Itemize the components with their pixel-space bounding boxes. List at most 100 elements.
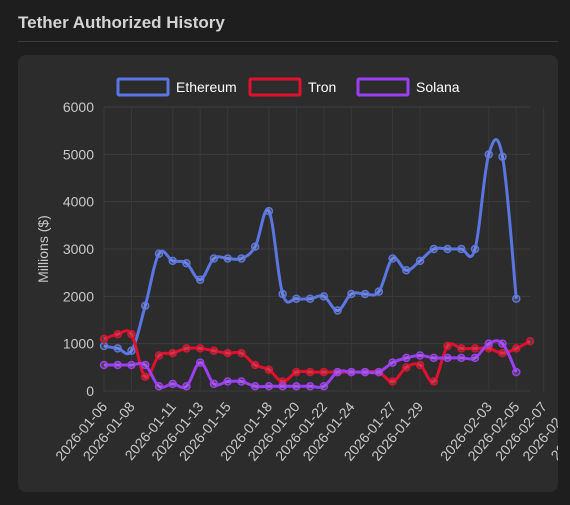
data-point-ethereum <box>223 254 232 263</box>
y-tick-label: 5000 <box>63 146 94 162</box>
legend-label-tron: Tron <box>308 79 336 95</box>
data-point-solana <box>429 353 439 363</box>
data-point-solana <box>388 358 397 367</box>
data-point-solana <box>140 360 150 370</box>
data-point-ethereum <box>484 150 494 159</box>
data-point-tron <box>305 367 315 377</box>
data-point-ethereum <box>374 287 384 296</box>
data-point-ethereum <box>140 301 150 311</box>
data-point-solana <box>182 382 191 391</box>
legend-swatch-tron <box>248 77 302 97</box>
y-tick-label: 1000 <box>63 336 94 352</box>
legend-swatch-solana <box>356 77 410 97</box>
y-axis-label: Millions ($) <box>35 215 51 283</box>
data-point-solana <box>292 382 301 391</box>
data-point-tron <box>127 329 136 339</box>
data-point-solana <box>457 353 466 363</box>
data-point-tron <box>457 344 466 353</box>
data-point-tron <box>168 348 177 358</box>
data-point-solana <box>154 382 164 391</box>
data-point-solana <box>237 377 246 386</box>
data-point-tron <box>319 367 329 377</box>
data-point-tron <box>512 344 521 353</box>
data-point-solana <box>223 377 232 386</box>
data-point-ethereum <box>429 244 439 254</box>
data-point-ethereum <box>319 292 329 301</box>
chart-card: 0 1000 2000 3000 4000 5000 6000 Millions ($) 202… <box>18 55 558 492</box>
data-point-ethereum <box>264 206 274 216</box>
data-point-tron <box>415 360 425 370</box>
data-point-solana <box>168 379 177 389</box>
data-point-solana <box>484 339 494 348</box>
data-point-ethereum <box>305 294 315 303</box>
data-point-solana <box>402 353 411 363</box>
data-point-solana <box>333 367 342 377</box>
data-point-tron <box>264 365 274 374</box>
data-point-ethereum <box>333 306 342 315</box>
data-point-solana <box>374 367 384 377</box>
data-point-tron <box>498 348 507 358</box>
data-point-solana <box>512 367 521 377</box>
data-point-tron <box>223 348 232 358</box>
data-point-solana <box>250 382 260 391</box>
data-point-ethereum <box>278 289 287 299</box>
y-tick-label: 6000 <box>63 99 94 115</box>
data-point-tron <box>402 363 411 372</box>
data-point-ethereum <box>470 244 480 254</box>
series-line-tron <box>103 329 531 384</box>
data-point-tron <box>113 329 122 339</box>
data-point-solana <box>319 382 329 391</box>
data-point-ethereum <box>209 254 219 263</box>
data-point-ethereum <box>99 341 109 351</box>
data-point-ethereum <box>154 249 164 258</box>
data-point-solana <box>99 360 109 370</box>
legend-label-ethereum: Ethereum <box>176 79 237 95</box>
data-point-solana <box>470 353 480 363</box>
data-point-ethereum <box>195 275 205 285</box>
y-tick-label: 3000 <box>63 241 94 257</box>
data-point-tron <box>292 367 301 377</box>
data-point-solana <box>443 353 452 363</box>
data-point-ethereum <box>250 242 260 251</box>
data-point-solana <box>278 382 287 391</box>
data-point-ethereum <box>237 254 246 263</box>
data-point-tron <box>237 348 246 358</box>
y-tick-label: 0 <box>86 383 94 399</box>
header-divider <box>18 41 558 42</box>
series-line-ethereum <box>103 138 518 356</box>
data-point-ethereum <box>168 256 177 266</box>
data-point-solana <box>360 367 370 377</box>
data-point-ethereum <box>415 256 425 266</box>
data-point-ethereum <box>360 289 370 299</box>
data-point-solana <box>264 382 274 391</box>
data-point-ethereum <box>512 294 521 303</box>
data-point-tron <box>429 377 439 386</box>
data-point-tron <box>99 334 109 344</box>
legend-swatch-ethereum <box>116 77 170 97</box>
data-point-ethereum <box>113 344 122 353</box>
data-point-tron <box>388 377 397 386</box>
data-point-ethereum <box>498 152 507 161</box>
data-point-tron <box>209 346 219 356</box>
data-point-tron <box>195 344 205 353</box>
data-point-tron <box>525 337 535 346</box>
data-point-ethereum <box>457 244 466 254</box>
data-point-ethereum <box>402 266 411 275</box>
data-point-solana <box>347 367 356 377</box>
data-point-solana <box>127 360 136 370</box>
y-tick-label: 2000 <box>63 288 94 304</box>
data-point-solana <box>498 339 507 348</box>
series-line-solana <box>103 339 518 389</box>
data-point-ethereum <box>182 258 191 268</box>
data-point-ethereum <box>292 294 301 303</box>
data-point-ethereum <box>388 254 397 263</box>
data-point-ethereum <box>443 244 452 254</box>
data-point-tron <box>182 344 191 353</box>
page-title: Tether Authorized History <box>18 13 225 32</box>
data-point-tron <box>154 351 164 360</box>
data-point-tron <box>443 341 452 351</box>
data-point-tron <box>250 360 260 370</box>
data-point-tron <box>140 372 150 382</box>
data-point-solana <box>113 360 122 370</box>
